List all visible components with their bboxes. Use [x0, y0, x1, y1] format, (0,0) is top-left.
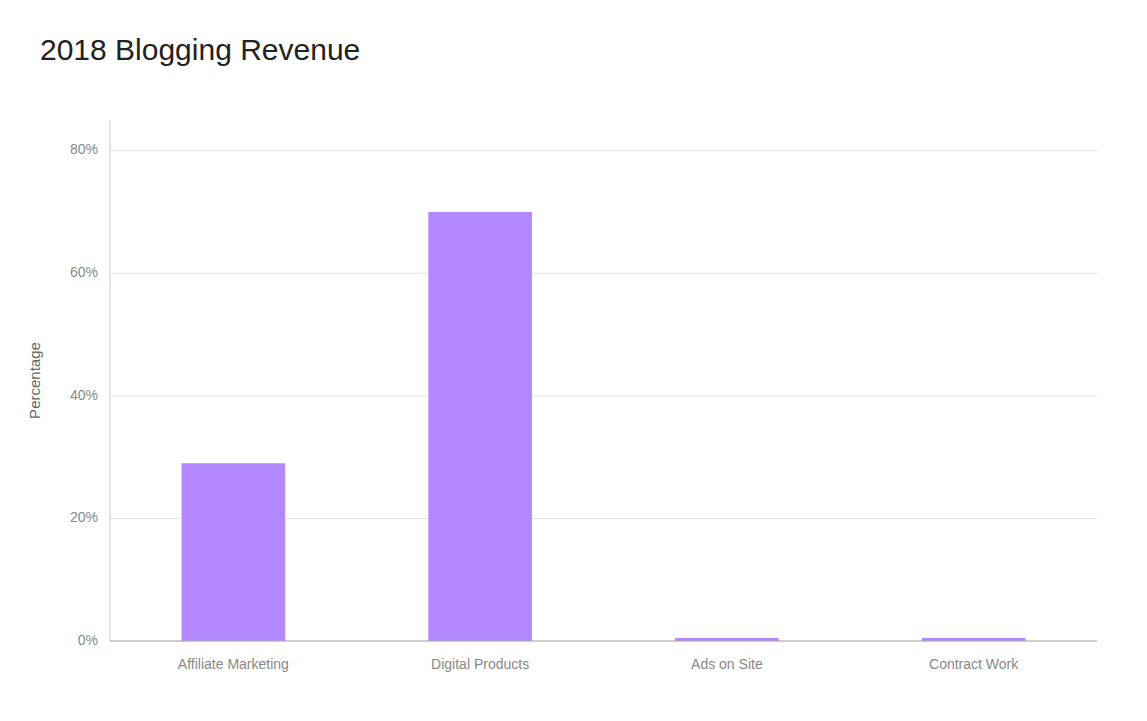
- y-tick-label: 0%: [78, 632, 98, 648]
- x-tick-label: Contract Work: [929, 656, 1019, 672]
- y-tick-label: 60%: [70, 264, 98, 280]
- y-tick-label: 80%: [70, 141, 98, 157]
- bar: [182, 463, 286, 641]
- chart-svg: 2018 Blogging Revenue 0% 20% 40% 60% 80% Affil…: [0, 0, 1147, 721]
- bars: [182, 212, 1026, 641]
- x-tick-label: Digital Products: [431, 656, 529, 672]
- y-axis-line: [110, 120, 111, 641]
- y-tick-label: 20%: [70, 509, 98, 525]
- x-tick-label: Ads on Site: [691, 656, 763, 672]
- grid-line: [110, 150, 1097, 151]
- grid-line: [110, 395, 1097, 396]
- grid-line: [110, 641, 1097, 642]
- chart-container: 2018 Blogging Revenue 0% 20% 40% 60% 80% Affil…: [0, 0, 1147, 721]
- y-tick-label: 40%: [70, 387, 98, 403]
- x-tick-label: Affiliate Marketing: [178, 656, 289, 672]
- bar: [428, 212, 532, 641]
- chart-title: 2018 Blogging Revenue: [40, 33, 360, 66]
- grid: [110, 151, 1097, 641]
- y-axis-label: Percentage: [26, 342, 43, 419]
- x-axis-line: [110, 641, 1097, 642]
- grid-line: [110, 273, 1097, 274]
